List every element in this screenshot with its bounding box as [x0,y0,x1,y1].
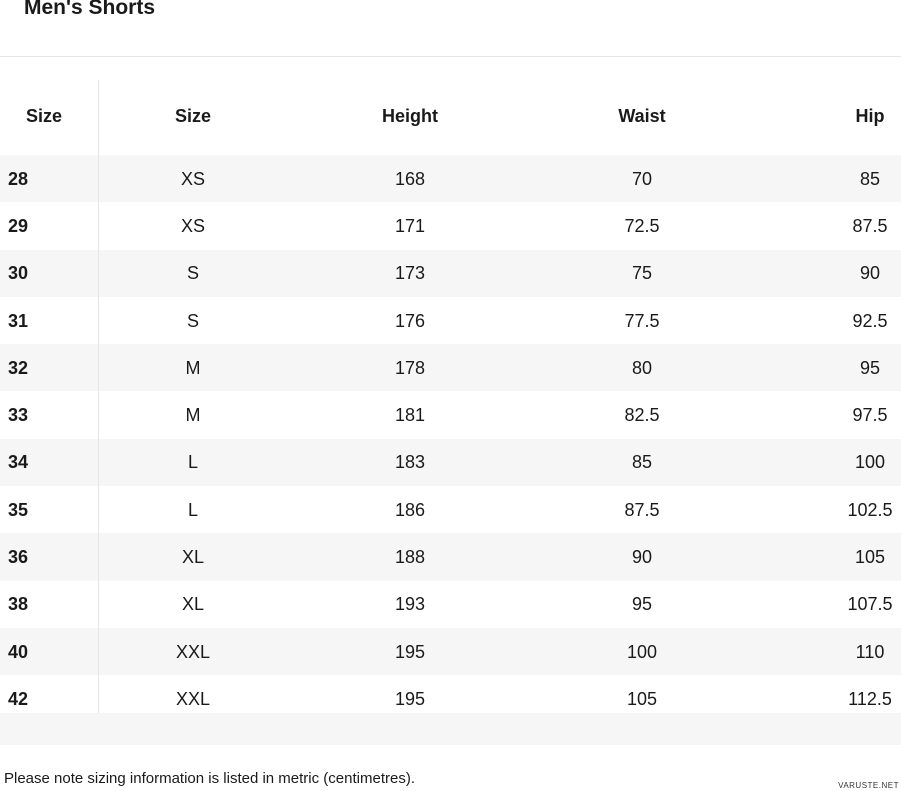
table-cell: 193 [394,594,426,615]
table-cell: XS [180,215,206,236]
column-divider [98,80,99,713]
table-cell: 36 [8,547,29,568]
column-header: Size [25,106,63,126]
table-cell: XXL [175,641,211,662]
table-cell: 72.5 [624,215,660,236]
table-cell: 195 [394,641,426,662]
table-row [0,202,901,249]
table-cell: S [186,263,200,284]
table-row [0,297,901,344]
table-cell: 188 [394,547,426,568]
table-cell: 87.5 [852,215,888,236]
page-title: Men's Shorts [24,0,156,19]
table-row [0,344,901,392]
table-cell: 168 [394,168,426,189]
table-cell: 40 [8,641,29,662]
table-cell: 183 [394,452,426,473]
table-cell: 195 [394,688,426,709]
table-cell: 95 [631,594,653,615]
table-row [0,392,901,439]
table-cell: XS [180,168,206,189]
table-cell: 75 [631,263,653,284]
table-cell: 28 [8,168,29,189]
table-cell: 186 [394,499,426,520]
table-cell: 173 [394,263,426,284]
table-cell: 38 [8,594,29,615]
table-cell: 33 [8,405,29,426]
table-cell: 80 [631,357,653,378]
table-cell: M [185,405,201,426]
table-row [0,628,901,676]
table-cell: 176 [394,310,426,331]
table-cell: 171 [394,215,426,236]
table-cell: XXL [175,688,211,709]
column-header: Hip [855,106,885,126]
table-cell: 85 [859,168,881,189]
table-cell: L [187,452,199,473]
table-cell: 102.5 [847,499,893,520]
table-row [0,533,901,581]
table-cell: XL [181,594,205,615]
table-cell: S [186,310,200,331]
table-cell: 85 [631,452,653,473]
watermark: VARUSTE.NET [838,781,899,790]
table-cell: 32 [8,357,29,378]
table-cell: 87.5 [624,499,660,520]
table-cell: 35 [8,499,29,520]
table-cell: 29 [8,215,29,236]
table-row [0,438,901,487]
table-cell: 92.5 [852,310,888,331]
table-cell: 181 [394,405,426,426]
table-row [0,581,901,628]
table-cell: XL [181,547,205,568]
table-cell: 95 [859,357,881,378]
table-cell: M [185,357,201,378]
table-cell: 90 [631,547,653,568]
table-cell: 100 [626,641,658,662]
table-cell: 34 [8,452,29,473]
table-cell: 77.5 [624,310,660,331]
table-cell: 42 [8,688,29,709]
table-cell: 105 [626,688,658,709]
table-cell: 31 [8,310,29,331]
table-cell: 90 [859,263,881,284]
table-cell: 100 [854,452,886,473]
table-cell: 30 [8,263,29,284]
table-cell: 105 [854,547,886,568]
table-cell: 178 [394,357,426,378]
table-cell: 97.5 [852,405,888,426]
table-row [0,249,901,297]
footer-note: Please note sizing information is listed… [4,770,415,787]
table-cell: 82.5 [624,405,660,426]
divider [0,56,901,57]
table-cell: L [187,499,199,520]
table-cell: 110 [855,641,885,662]
column-header: Height [382,106,438,126]
table-cell: 107.5 [847,594,893,615]
table-cell: 70 [631,168,653,189]
column-header: Waist [618,106,666,126]
table-row [0,155,901,203]
column-header: Size [174,106,212,126]
table-cell: 112.5 [848,688,892,709]
table-footer-band [0,713,901,745]
table-row [0,486,901,533]
